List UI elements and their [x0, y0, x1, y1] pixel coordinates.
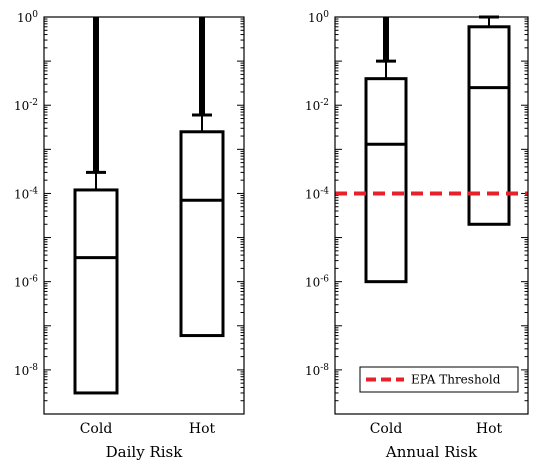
annual-box-cold-iqr — [364, 77, 408, 284]
daily-box-cold-iqr — [73, 188, 119, 395]
annual-y-tick-label: 10-2 — [305, 98, 329, 113]
annual-y-tick-label: 10-4 — [305, 186, 329, 201]
daily-y-tick-label: 10-4 — [14, 186, 38, 201]
annual-risk-panel: 100 10-2 10-4 10-6 10-8 Cold Hot Annual Risk EPA… — [305, 10, 529, 461]
annual-legend: EPA Threshold — [359, 366, 519, 393]
annual-y-tick-label: 10-8 — [305, 363, 329, 378]
daily-y-tick-label: 10-2 — [14, 98, 38, 113]
daily-x-axis-label: Daily Risk — [106, 443, 184, 461]
annual-y-tick-label: 100 — [308, 10, 329, 25]
annual-category-label-hot: Hot — [476, 421, 503, 437]
annual-y-tick-label: 10-6 — [305, 275, 329, 290]
daily-category-label-hot: Hot — [189, 421, 216, 437]
legend-label: EPA Threshold — [411, 373, 501, 387]
annual-axes-frame — [334, 16, 529, 415]
daily-axes-frame — [43, 16, 245, 415]
daily-box-hot-iqr — [179, 130, 225, 338]
daily-category-label-cold: Cold — [80, 421, 113, 437]
daily-y-tick-label: 10-8 — [14, 363, 38, 378]
annual-category-label-cold: Cold — [370, 421, 403, 437]
daily-risk-panel: 100 10-2 10-4 10-6 10-8 Cold Hot Daily Risk — [14, 10, 245, 461]
daily-y-tick-label: 10-6 — [14, 275, 38, 290]
annual-box-hot-iqr — [467, 25, 511, 226]
annual-x-axis-label: Annual Risk — [385, 443, 478, 461]
daily-y-tick-label: 100 — [17, 10, 38, 25]
